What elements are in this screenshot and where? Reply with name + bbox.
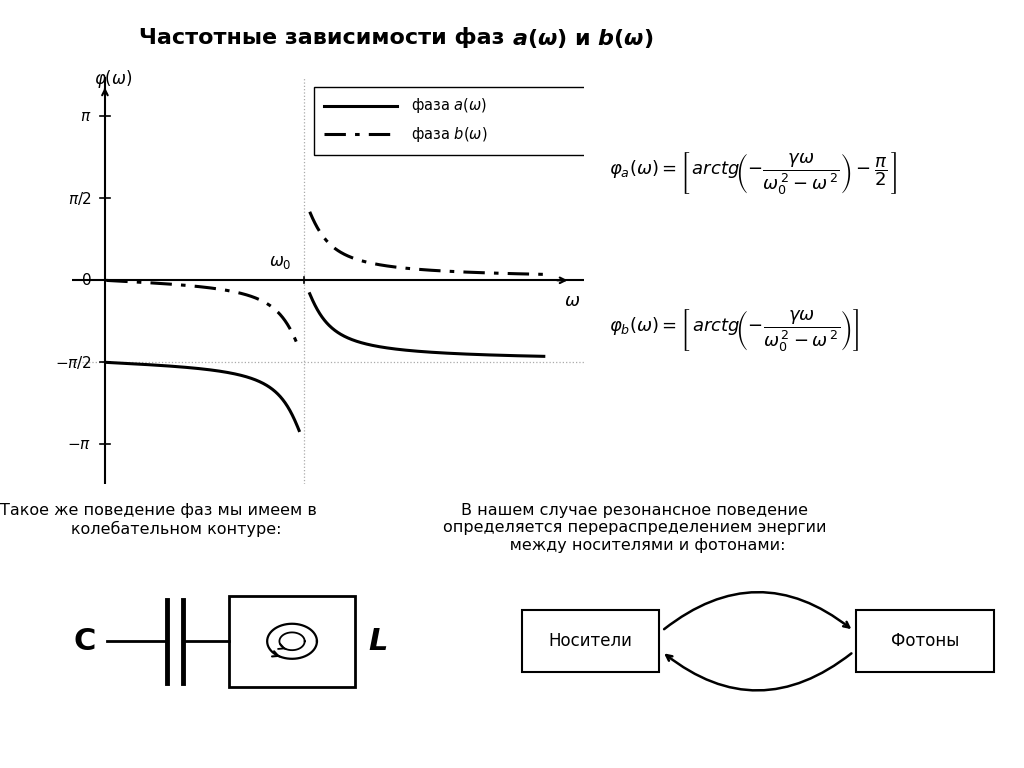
Text: $-\pi/2$: $-\pi/2$	[55, 354, 91, 371]
Text: $-\pi$: $-\pi$	[68, 437, 91, 452]
Text: L: L	[368, 627, 387, 656]
Text: Носители: Носители	[549, 632, 633, 650]
Bar	[313, 88, 620, 155]
Text: $\bfit{a}$$\boldsymbol{(\omega)}$ и $\bfit{b}$$\boldsymbol{(\omega)}$: $\bfit{a}$$\boldsymbol{(\omega)}$ и $\bf…	[512, 27, 653, 50]
Text: В нашем случае резонансное поведение
определяется перераспределением энергии
   : В нашем случае резонансное поведение опр…	[443, 503, 826, 553]
Text: фаза $a(\omega)$: фаза $a(\omega)$	[411, 96, 487, 115]
Bar	[229, 596, 355, 687]
Text: $0$: $0$	[81, 273, 91, 288]
Text: Такое же поведение фаз мы имеем в
       колебательном контуре:: Такое же поведение фаз мы имеем в колеба…	[0, 503, 317, 537]
Text: Фотоны: Фотоны	[891, 632, 959, 650]
Text: $\varphi_a(\omega) = \left[ \,arctg\!\left(-\dfrac{\gamma\omega}{\omega_0^{\,2}-: $\varphi_a(\omega) = \left[ \,arctg\!\le…	[609, 150, 898, 196]
Text: $\omega_0$: $\omega_0$	[268, 253, 291, 271]
Text: Частотные зависимости фаз: Частотные зависимости фаз	[138, 27, 512, 48]
Text: $\pi$: $\pi$	[80, 109, 91, 124]
Text: $\pi/2$: $\pi/2$	[68, 190, 91, 207]
Text: C: C	[74, 627, 96, 656]
Text: $\omega$: $\omega$	[564, 292, 580, 310]
Bar	[522, 610, 659, 673]
Text: $\varphi(\omega)$: $\varphi(\omega)$	[94, 68, 133, 90]
Text: фаза $b(\omega)$: фаза $b(\omega)$	[411, 124, 487, 144]
Bar	[856, 610, 993, 673]
Text: $\varphi_b(\omega) = \left[ \,arctg\!\left(-\dfrac{\gamma\omega}{\omega_0^{\,2}-: $\varphi_b(\omega) = \left[ \,arctg\!\le…	[609, 307, 859, 353]
